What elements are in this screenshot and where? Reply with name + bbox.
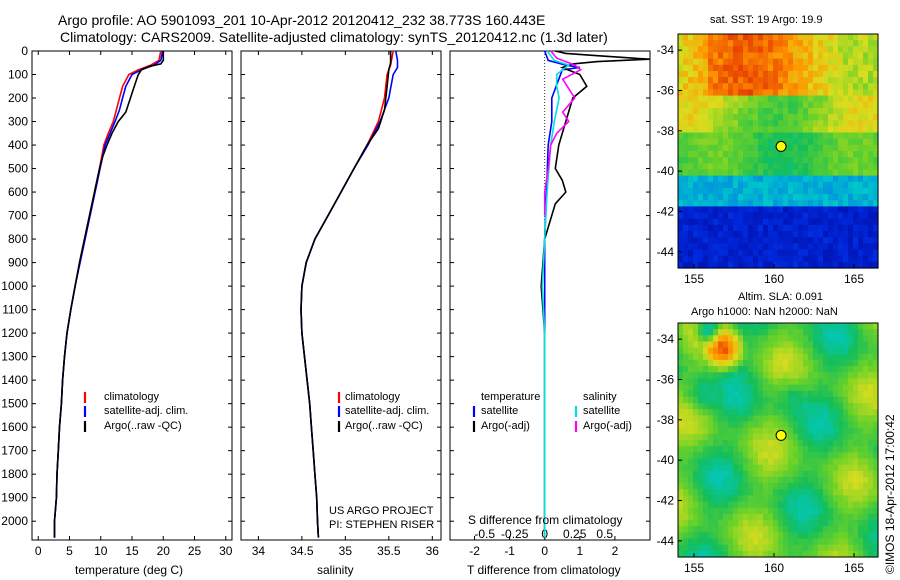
temperature-ytick-label: 1700 [1,444,28,458]
sla-map-ytick-label: -34 [657,332,675,346]
difference-xtick-label: -1 [504,544,515,558]
temperature-series-argo [53,51,165,538]
temperature-ytick-label: 1600 [1,420,28,434]
sla-map-title: Altim. SLA: 0.091 [738,291,823,303]
temperature-ytick-label: 1800 [1,467,28,481]
sst-map-xtick-label: 165 [844,272,864,286]
sst-map-heatmap-cells [678,34,879,269]
sst-map-ytick-label: -40 [657,164,675,178]
diff-legend-s-argo: Argo(-adj) [583,420,632,432]
temp-legend-argo: Argo(..raw -QC) [104,420,182,432]
difference-s-tick-label: 0.25 [563,527,587,541]
temperature-ytick-label: 900 [8,256,28,270]
difference-xlabel-top: S difference from climatology [468,513,623,527]
sal-legend-argo: Argo(..raw -QC) [345,420,423,432]
header-line-1: Argo profile: AO 5901093_201 10-Apr-2012… [58,12,546,28]
temp-legend-climatology: climatology [104,391,160,403]
sla-map-ytick-label: -38 [657,413,675,427]
sla-map-ytick-label: -44 [657,534,675,548]
temperature-ytick-label: 1000 [1,279,28,293]
sst-map-ytick-label: -42 [657,205,675,219]
temperature-xlabel: temperature (deg C) [75,563,184,577]
temperature-xtick-label: 25 [188,544,202,558]
sla-map-xtick-label: 160 [764,561,784,575]
sla-map-ytick-label: -40 [657,453,675,467]
temp-legend-satellite: satellite-adj. clim. [104,405,189,417]
salinity-series-argo [300,51,392,538]
sla-map-ytick-label: -42 [657,494,675,508]
sal-legend-climatology: climatology [345,391,401,403]
temperature-xtick-label: 10 [94,544,108,558]
sst-map-title: sat. SST: 19 Argo: 19.9 [710,14,823,26]
diff-legend-s-satellite: satellite [583,405,621,417]
sla-map-xtick-label: 165 [844,561,864,575]
sal-legend-satellite: satellite-adj. clim. [345,405,430,417]
sla-map-frame [677,322,879,558]
sla-map-xtick-label: 155 [684,561,704,575]
salinity-xtick-label: 35.5 [377,544,401,558]
credit-pi: PI: STEPHEN RISER [329,519,435,531]
difference-plot-frame [449,50,651,541]
temperature-xtick-label: 0 [35,544,42,558]
temperature-xtick-label: 15 [125,544,139,558]
temperature-ytick-label: 300 [8,115,28,129]
temperature-xtick-label: 20 [157,544,171,558]
sst-map-frame [677,33,879,269]
sst-map-argo-marker [775,140,787,152]
temperature-ytick-label: 1400 [1,373,28,387]
difference-s-tick-label: -0.5 [474,527,495,541]
salinity-xtick-label: 34 [252,544,266,558]
difference-xtick-label: 2 [612,544,619,558]
temperature-ytick-label: 1500 [1,397,28,411]
temperature-xtick-label: 30 [219,544,233,558]
salinity-plot-frame [240,50,442,541]
sla-map-subtitle: Argo h1000: NaN h2000: NaN [691,306,838,318]
temperature-ytick-label: 100 [8,68,28,82]
temperature-ytick-label: 600 [8,185,28,199]
difference-series-s-argo [543,50,583,216]
sst-map-ytick-label: -36 [657,83,675,97]
sst-map-ytick-label: -38 [657,124,675,138]
sst-map-xtick-label: 160 [764,272,784,286]
sst-map-ytick-label: -34 [657,43,675,57]
temperature-ytick-label: 1300 [1,350,28,364]
sst-map-xtick-label: 155 [684,272,704,286]
diff-legend-t-argo: Argo(-adj) [481,420,530,432]
diff-legend-temperature-title: temperature [481,391,541,403]
diff-legend-t-satellite: satellite [481,405,519,417]
difference-series-t-satellite [543,50,580,538]
sla-map-argo-marker [775,429,787,441]
salinity-xtick-label: 34.5 [290,544,314,558]
credit-project: US ARGO PROJECT [329,505,434,517]
temperature-plot-frame [31,50,233,541]
temperature-ytick-label: 400 [8,138,28,152]
header-line-2: Climatology: CARS2009. Satellite-adjuste… [60,29,608,45]
temperature-ytick-label: 800 [8,232,28,246]
temperature-ytick-label: 1200 [1,326,28,340]
sst-map-ytick-label: -44 [657,245,675,259]
salinity-xlabel: salinity [317,563,354,577]
difference-s-tick-label: 0.5 [596,527,613,541]
temperature-ytick-label: 1100 [2,303,28,317]
salinity-xtick-label: 36 [426,544,440,558]
temperature-ytick-label: 0 [21,44,28,58]
difference-xtick-label: 1 [576,544,583,558]
difference-xtick-label: 0 [541,544,548,558]
difference-s-tick-label: -0.25 [501,527,529,541]
temperature-ytick-label: 700 [8,209,28,223]
temperature-ytick-label: 1900 [1,491,28,505]
sla-map-heatmap-cells [678,323,879,558]
temperature-ytick-label: 200 [8,91,28,105]
difference-series-s-satellite [541,50,571,538]
diff-legend-salinity-title: salinity [583,391,617,403]
salinity-xtick-label: 35 [339,544,353,558]
imos-timestamp: ©IMOS 18-Apr-2012 17:00:42 [883,414,897,574]
sla-map-ytick-label: -36 [657,372,675,386]
difference-xtick-label: -2 [469,544,480,558]
temperature-ytick-label: 500 [8,162,28,176]
difference-xlabel-bottom: T difference from climatology [467,563,621,577]
temperature-xtick-label: 5 [66,544,73,558]
temperature-ytick-label: 2000 [1,514,28,528]
